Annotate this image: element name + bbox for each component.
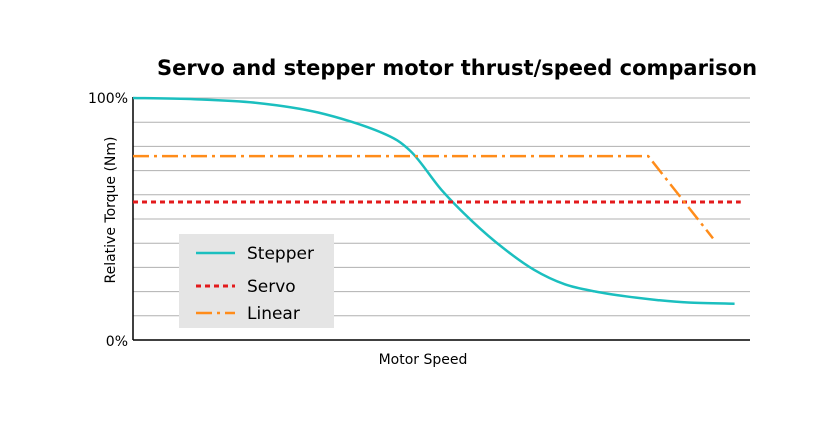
legend: Stepper Servo Linear xyxy=(179,234,334,328)
x-axis-label: Motor Speed xyxy=(379,352,468,368)
y-axis-label: Relative Torque (Nm) xyxy=(103,136,119,283)
y-tick-0: 0% xyxy=(106,334,128,350)
chart-title: Servo and stepper motor thrust/speed com… xyxy=(157,56,757,80)
legend-servo-label: Servo xyxy=(247,277,296,297)
series-stepper-line xyxy=(132,96,735,305)
series-lines xyxy=(132,96,741,305)
legend-stepper-label: Stepper xyxy=(247,244,314,264)
y-tick-100: 100% xyxy=(88,91,128,107)
series-linear-line xyxy=(133,154,714,240)
legend-linear-label: Linear xyxy=(247,304,300,324)
